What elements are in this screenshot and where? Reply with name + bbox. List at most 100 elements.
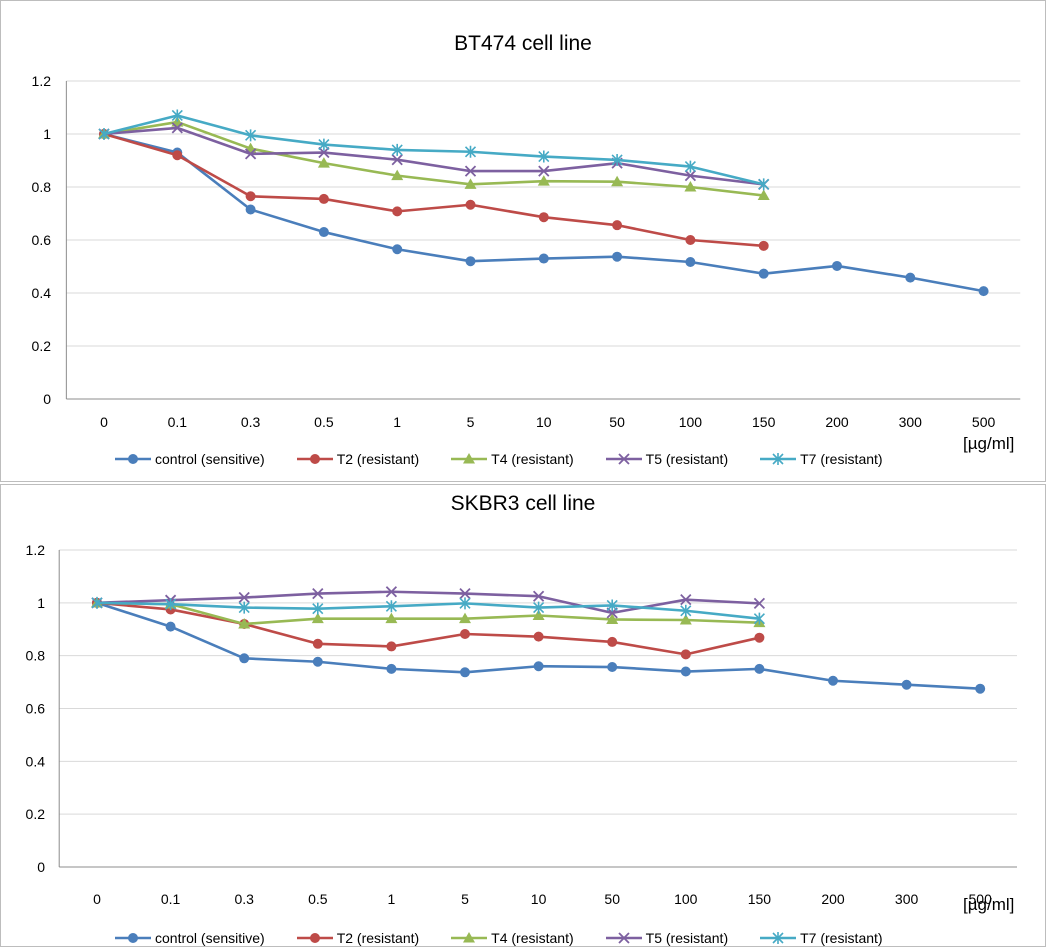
y-tick-label: 0.2 [32, 338, 52, 354]
legend-swatch [605, 932, 642, 944]
data-point [318, 138, 330, 151]
data-point [386, 663, 397, 674]
data-point [533, 601, 545, 614]
x-tick-label: 0.5 [308, 891, 328, 907]
legend-marker [618, 453, 630, 465]
data-point [753, 597, 766, 609]
legend-swatch [296, 933, 333, 943]
legend-label: T2 (resistant) [336, 930, 420, 946]
series-t7-resistant [98, 109, 770, 191]
legend-swatch [760, 453, 797, 465]
data-point [318, 227, 329, 238]
chart-title: SKBR3 cell line [450, 492, 596, 515]
x-tick-label: 200 [825, 414, 849, 430]
data-point [460, 629, 470, 640]
gridlines [59, 549, 1017, 815]
data-point [532, 609, 545, 621]
data-point [459, 597, 471, 610]
data-point [679, 614, 692, 625]
legend-marker [618, 932, 630, 944]
data-point [757, 189, 770, 200]
data-point [165, 598, 177, 611]
data-point [611, 175, 624, 187]
data-point [607, 662, 618, 673]
data-point [754, 663, 765, 674]
data-point [538, 212, 549, 223]
y-tick-label: 1 [43, 126, 51, 142]
data-point [391, 169, 404, 181]
data-point [318, 193, 329, 204]
data-point [538, 165, 550, 177]
data-point [391, 154, 403, 166]
data-point [464, 165, 477, 177]
x-tick-label: 0.3 [241, 414, 261, 430]
data-point [685, 235, 696, 245]
data-point [532, 590, 545, 602]
legend-label: T5 (resistant) [645, 451, 729, 467]
legend-item-t2-resistant: T2 (resistant) [295, 451, 419, 467]
x-tick-label: 0 [100, 414, 108, 430]
y-tick-label: 0.6 [26, 701, 46, 717]
gridlines [66, 80, 1021, 347]
data-point [758, 178, 770, 191]
series-t2-resistant [99, 129, 769, 251]
data-point [98, 128, 110, 140]
y-tick-label: 0.4 [32, 285, 52, 301]
data-point [245, 204, 256, 215]
data-point [386, 641, 397, 652]
legend-item-t7-resistant: T7 (resistant) [758, 451, 883, 467]
legend-marker [128, 454, 138, 464]
series-t2-resistant [92, 597, 765, 660]
data-point [312, 602, 324, 615]
data-point [244, 148, 257, 160]
legend-label: T2 (resistant) [336, 451, 420, 467]
legend: control (sensitive) T2 (resistant) T4 (res… [1, 930, 1046, 946]
x-tick-label: 5 [467, 414, 475, 430]
x-tick-label: 1 [388, 891, 396, 907]
data-point [311, 612, 324, 624]
x-tick-label: 10 [536, 414, 552, 430]
legend-label: control (sensitive) [155, 930, 265, 946]
series-t7-resistant [91, 596, 765, 625]
legend-label: T5 (resistant) [645, 930, 729, 946]
x-tick-label: 1 [393, 414, 401, 430]
data-point [464, 178, 477, 189]
x-tick-label: 150 [748, 891, 772, 907]
legend-marker [309, 454, 320, 464]
legend-item-t4-resistant: T4 (resistant) [449, 451, 574, 467]
legend-label: T4 (resistant) [491, 451, 574, 467]
data-point [538, 150, 550, 163]
x-tick-label: 0.1 [168, 414, 188, 430]
legend-item-t2-resistant: T2 (resistant) [295, 930, 419, 946]
legend-item-control-sensitive: control (sensitive) [113, 451, 265, 467]
legend-marker [772, 453, 784, 465]
series-t4-resistant [91, 596, 766, 629]
data-point [901, 679, 912, 690]
data-point [385, 612, 398, 624]
data-point [680, 604, 692, 617]
legend-marker [463, 932, 476, 943]
y-tick-label: 1.2 [32, 73, 52, 89]
data-point [465, 199, 476, 210]
series-line [96, 590, 760, 615]
data-point [171, 122, 183, 134]
x-tick-label: 0.1 [161, 891, 181, 907]
data-point [758, 240, 769, 251]
data-point [537, 175, 550, 186]
series-line [96, 601, 760, 626]
plot-area-skbr3: 0 0.2 0.4 0.6 0.8 1 1.2 0 0.1 0.3 0.5 1 5 10 50 100 150 2… [26, 542, 1017, 907]
data-point [978, 286, 989, 297]
data-point [832, 260, 842, 271]
legend-label: T4 (resistant) [491, 930, 574, 946]
legend-swatch [760, 932, 797, 944]
data-point [684, 181, 697, 192]
data-point [753, 612, 765, 625]
data-point [460, 667, 470, 678]
data-point [165, 621, 176, 632]
data-point [91, 596, 103, 609]
legend-item-t4-resistant: T4 (resistant) [449, 930, 574, 946]
legend-label: T7 (resistant) [800, 930, 883, 946]
x-tick-label: 10 [531, 891, 547, 907]
y-tick-label: 0.8 [32, 179, 52, 195]
legend-item-control-sensitive: control (sensitive) [113, 930, 265, 946]
